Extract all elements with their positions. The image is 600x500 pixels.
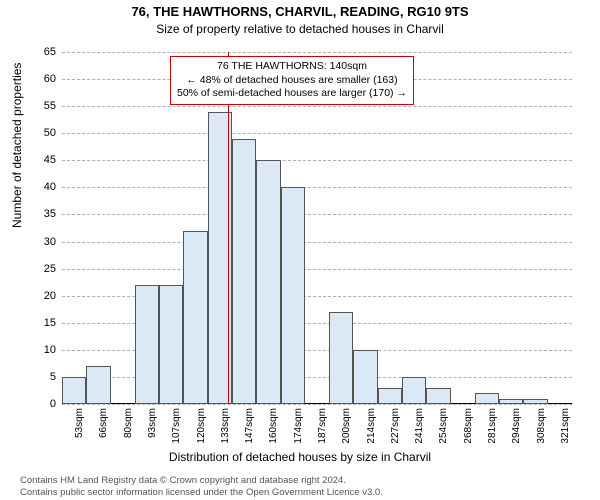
grid-line [62, 106, 572, 107]
x-tick-label: 66sqm [98, 408, 109, 438]
bar [232, 139, 256, 404]
x-tick-label: 107sqm [171, 408, 182, 444]
bar [523, 399, 547, 404]
bar [499, 399, 523, 404]
x-tick-label: 80sqm [123, 408, 134, 438]
grid-line [62, 52, 572, 53]
grid-line [62, 187, 572, 188]
x-tick-label: 281sqm [487, 408, 498, 444]
chart-subtitle: Size of property relative to detached ho… [0, 22, 600, 36]
x-tick-label: 294sqm [511, 408, 522, 444]
y-tick-label: 0 [26, 398, 62, 410]
info-line: 76 THE HAWTHORNS: 140sqm [177, 60, 407, 74]
bar [475, 393, 499, 404]
grid-line [62, 133, 572, 134]
info-box: 76 THE HAWTHORNS: 140sqm← 48% of detache… [170, 56, 414, 105]
x-axis-title: Distribution of detached houses by size … [0, 450, 600, 464]
chart-container: 76, THE HAWTHORNS, CHARVIL, READING, RG1… [0, 4, 600, 500]
x-tick-label: 187sqm [317, 408, 328, 444]
x-tick-label: 53sqm [74, 408, 85, 438]
x-tick-label: 268sqm [463, 408, 474, 444]
info-line: 50% of semi-detached houses are larger (… [177, 87, 407, 101]
y-tick-label: 30 [26, 236, 62, 248]
y-axis-title: Number of detached properties [10, 63, 24, 228]
y-tick-label: 20 [26, 290, 62, 302]
bar [135, 285, 159, 404]
y-tick-label: 35 [26, 208, 62, 220]
footer-line-2: Contains public sector information licen… [20, 487, 383, 498]
bar [62, 377, 86, 404]
y-tick-label: 60 [26, 73, 62, 85]
plot-area: 0510152025303540455055606553sqm66sqm80sq… [62, 52, 572, 404]
x-tick-label: 227sqm [390, 408, 401, 444]
y-tick-label: 50 [26, 127, 62, 139]
x-tick-label: 93sqm [147, 408, 158, 438]
bar [159, 285, 183, 404]
x-tick-label: 120sqm [196, 408, 207, 444]
bar [256, 160, 280, 404]
grid-line [62, 404, 572, 405]
bar [281, 187, 305, 404]
x-tick-label: 241sqm [414, 408, 425, 444]
bar [353, 350, 377, 404]
footer-attribution: Contains HM Land Registry data © Crown c… [20, 475, 383, 498]
bar [402, 377, 426, 404]
grid-line [62, 269, 572, 270]
y-tick-label: 55 [26, 100, 62, 112]
grid-line [62, 214, 572, 215]
y-tick-label: 10 [26, 344, 62, 356]
grid-line [62, 160, 572, 161]
y-tick-label: 45 [26, 154, 62, 166]
x-tick-label: 174sqm [293, 408, 304, 444]
x-tick-label: 133sqm [220, 408, 231, 444]
footer-line-1: Contains HM Land Registry data © Crown c… [20, 475, 383, 486]
chart-title: 76, THE HAWTHORNS, CHARVIL, READING, RG1… [0, 4, 600, 20]
bar [86, 366, 110, 404]
bar [378, 388, 402, 404]
y-tick-label: 25 [26, 263, 62, 275]
x-tick-label: 254sqm [438, 408, 449, 444]
y-tick-label: 40 [26, 181, 62, 193]
info-line: ← 48% of detached houses are smaller (16… [177, 74, 407, 88]
x-tick-label: 214sqm [366, 408, 377, 444]
x-tick-label: 321sqm [560, 408, 571, 444]
grid-line [62, 242, 572, 243]
bar [329, 312, 353, 404]
x-tick-label: 308sqm [536, 408, 547, 444]
y-tick-label: 65 [26, 46, 62, 58]
x-tick-label: 147sqm [244, 408, 255, 444]
bar [183, 231, 207, 404]
y-tick-label: 15 [26, 317, 62, 329]
bar [426, 388, 450, 404]
x-tick-label: 160sqm [268, 408, 279, 444]
x-tick-label: 200sqm [341, 408, 352, 444]
y-tick-label: 5 [26, 371, 62, 383]
